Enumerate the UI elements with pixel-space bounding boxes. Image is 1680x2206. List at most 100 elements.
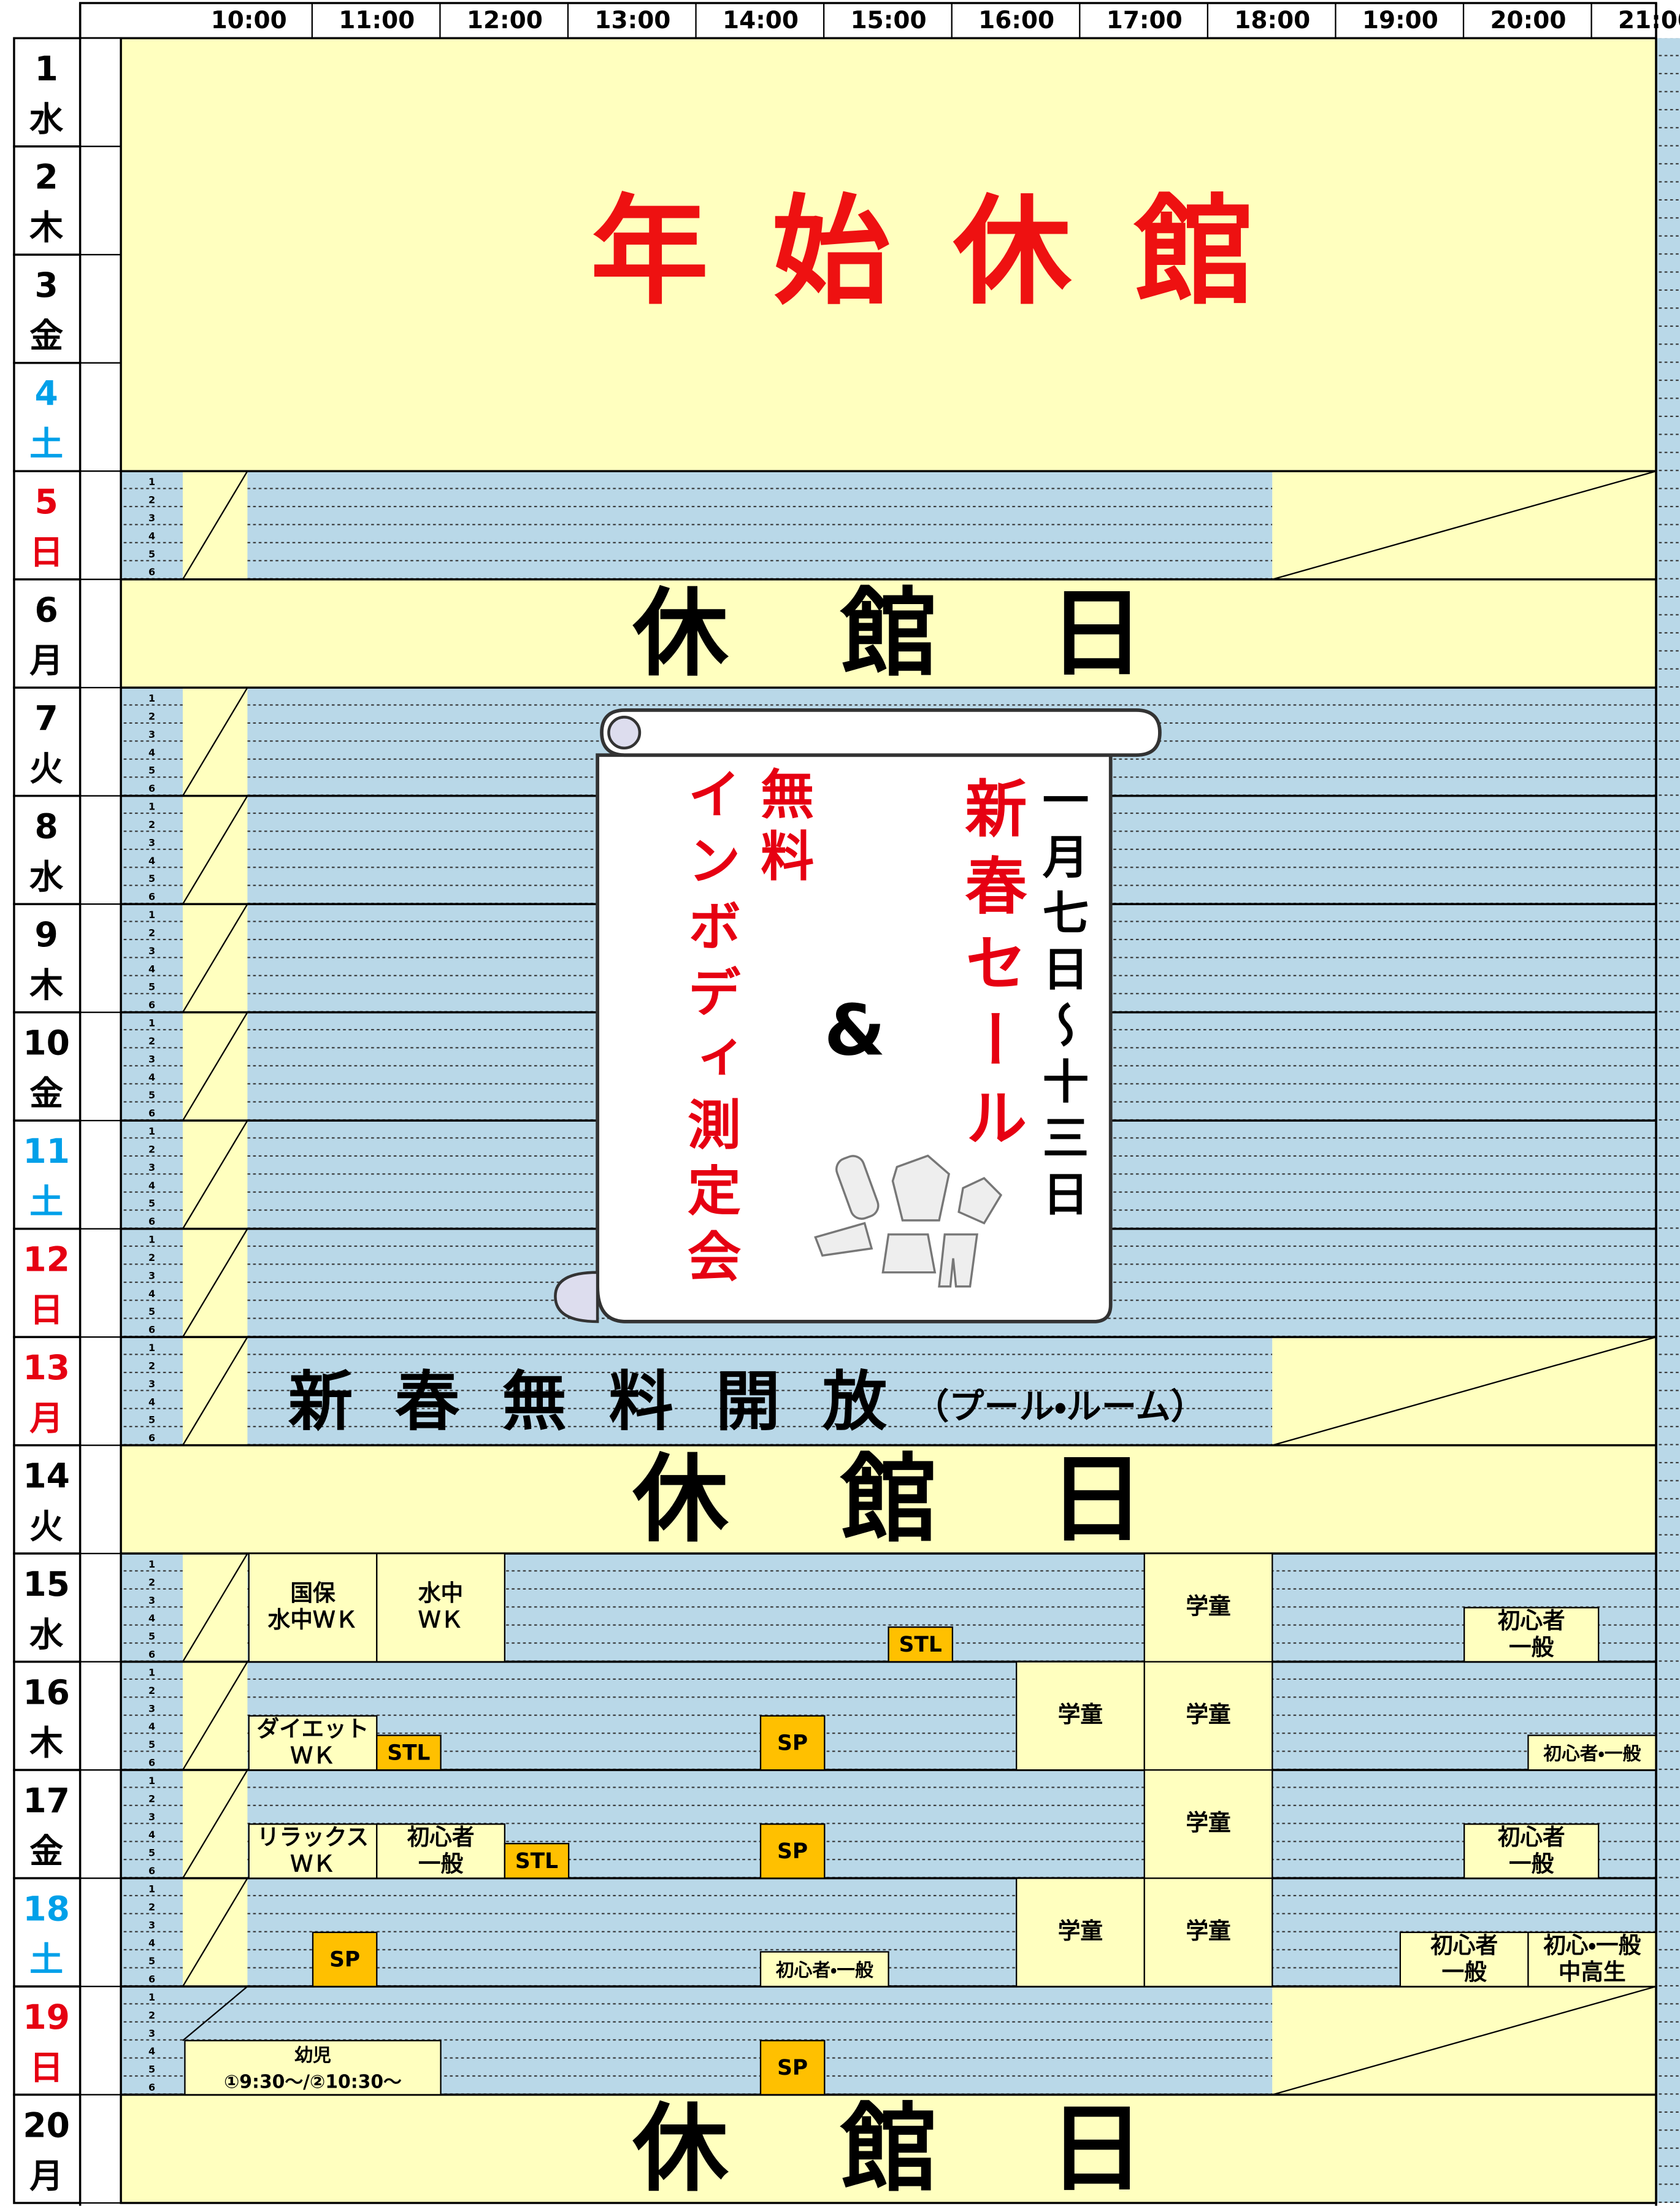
blank-cell bbox=[79, 1661, 122, 1771]
day-cell bbox=[13, 1011, 82, 1122]
blank-cell bbox=[79, 2094, 122, 2204]
clothes-illustration bbox=[814, 1154, 1003, 1288]
event-label: 学童 bbox=[1186, 1701, 1230, 1728]
lane-number: 1 bbox=[148, 1017, 155, 1029]
scroll-top bbox=[600, 708, 1162, 757]
lane-number: 1 bbox=[148, 1991, 155, 2003]
closed-label: 休館日 bbox=[632, 1444, 1257, 1555]
lane-number: 4 bbox=[148, 746, 155, 758]
day-number: 12 bbox=[23, 1239, 70, 1279]
day-number: 19 bbox=[23, 1997, 70, 2037]
lane-number: 1 bbox=[148, 1883, 155, 1894]
lane-number: 2 bbox=[148, 2009, 155, 2021]
closure-block bbox=[120, 37, 1657, 472]
lane-number: 5 bbox=[148, 1198, 155, 1209]
lane-number: 1 bbox=[148, 1558, 155, 1570]
closed-label: 休館日 bbox=[632, 578, 1257, 689]
scroll-curl bbox=[554, 1271, 599, 1323]
day-number: 8 bbox=[34, 806, 58, 846]
event-label: ＷＫ bbox=[290, 1742, 335, 1769]
day-number: 5 bbox=[34, 482, 58, 521]
blank-cell bbox=[79, 254, 122, 364]
lane-number: 2 bbox=[148, 1360, 155, 1371]
day-cell bbox=[13, 903, 82, 1014]
weekday: 木 bbox=[29, 965, 63, 1005]
weekday: 金 bbox=[29, 316, 63, 356]
event-label: 一般 bbox=[1442, 1959, 1487, 1985]
weekday: 日 bbox=[29, 532, 63, 572]
event-label: 初心者 bbox=[1498, 1607, 1565, 1634]
slash bbox=[182, 1661, 248, 1771]
lane-number: 4 bbox=[148, 530, 155, 542]
day-number: 11 bbox=[23, 1132, 70, 1171]
closed-label: 休館日 bbox=[632, 2093, 1257, 2205]
weekday: 水 bbox=[29, 100, 64, 139]
day-number: 2 bbox=[34, 158, 58, 197]
day-cell bbox=[13, 1985, 82, 2096]
day-number: 13 bbox=[23, 1348, 70, 1387]
time-label: 12:00 bbox=[467, 7, 543, 34]
time-label: 16:00 bbox=[978, 7, 1054, 34]
lane-number: 5 bbox=[148, 548, 155, 560]
blank-cell bbox=[79, 362, 122, 472]
lane-area bbox=[121, 471, 1273, 580]
event-label: 学童 bbox=[1186, 1593, 1230, 1620]
lane-number: 3 bbox=[148, 945, 155, 957]
closure-label: 年始休館 bbox=[591, 183, 1316, 321]
event-label: 水中 bbox=[418, 1580, 463, 1606]
day-cell bbox=[13, 1119, 82, 1230]
event-box bbox=[759, 1951, 889, 1988]
lane-number: 2 bbox=[148, 1685, 155, 1696]
lane-number: 1 bbox=[148, 1234, 155, 1246]
lane-number: 2 bbox=[148, 1252, 155, 1263]
lane-number: 5 bbox=[148, 1089, 155, 1101]
day-cell bbox=[13, 362, 82, 472]
time-label: 15:00 bbox=[851, 7, 927, 34]
lane-number: 4 bbox=[148, 1721, 155, 1733]
day-number: 3 bbox=[34, 266, 58, 305]
day-number: 4 bbox=[34, 373, 58, 413]
lane-number: 4 bbox=[148, 1071, 155, 1083]
event-box bbox=[759, 1715, 826, 1771]
time-label: 13:00 bbox=[594, 7, 670, 34]
lane-number: 5 bbox=[148, 2064, 155, 2075]
day-cell bbox=[13, 253, 82, 364]
event-label: 一般 bbox=[1509, 1634, 1554, 1661]
blank-cell bbox=[79, 1985, 122, 2096]
lane-number: 4 bbox=[148, 1288, 155, 1300]
banner: 一月七日～十三日 新春セール 無料 インボディ測定会 & bbox=[554, 708, 1162, 1323]
day-number: 6 bbox=[34, 590, 58, 629]
event-label: 初心・一般 bbox=[1543, 1932, 1641, 1959]
slash bbox=[182, 1769, 248, 1879]
event-label: 学童 bbox=[1058, 1701, 1103, 1728]
day-number: 16 bbox=[23, 1672, 70, 1712]
lane-number: 1 bbox=[148, 1667, 155, 1679]
blank-cell bbox=[79, 578, 122, 689]
day-cell bbox=[13, 1877, 82, 1988]
lane-number: 2 bbox=[148, 494, 155, 506]
lane-number: 5 bbox=[148, 1306, 155, 1317]
lane-number: 1 bbox=[148, 801, 155, 813]
slash bbox=[182, 1228, 248, 1338]
lane-number: 4 bbox=[148, 1937, 155, 1949]
lane-number: 4 bbox=[148, 855, 155, 867]
event-box bbox=[1527, 1734, 1657, 1771]
lane-number: 1 bbox=[148, 692, 155, 704]
lane-number: 2 bbox=[148, 1901, 155, 1913]
event-label: SP bbox=[329, 1947, 360, 1972]
lane-number: 6 bbox=[148, 999, 155, 1011]
lane-number: 3 bbox=[148, 1919, 155, 1931]
event-label: SP bbox=[777, 1731, 808, 1755]
day-number: 10 bbox=[23, 1023, 70, 1062]
event-label: ＷＫ bbox=[290, 1851, 335, 1877]
event-label: 初心者 bbox=[1430, 1932, 1498, 1959]
event-box bbox=[759, 2040, 826, 2096]
lane-number: 3 bbox=[148, 837, 155, 848]
weekday: 土 bbox=[29, 1182, 63, 1221]
lane-number: 4 bbox=[148, 1179, 155, 1191]
lane-number: 6 bbox=[148, 1865, 155, 1877]
event-label: 初心者・一般 bbox=[775, 1959, 874, 1981]
event-label: 学童 bbox=[1058, 1918, 1103, 1944]
event-box bbox=[248, 1715, 378, 1771]
lane-number: 2 bbox=[148, 1143, 155, 1155]
